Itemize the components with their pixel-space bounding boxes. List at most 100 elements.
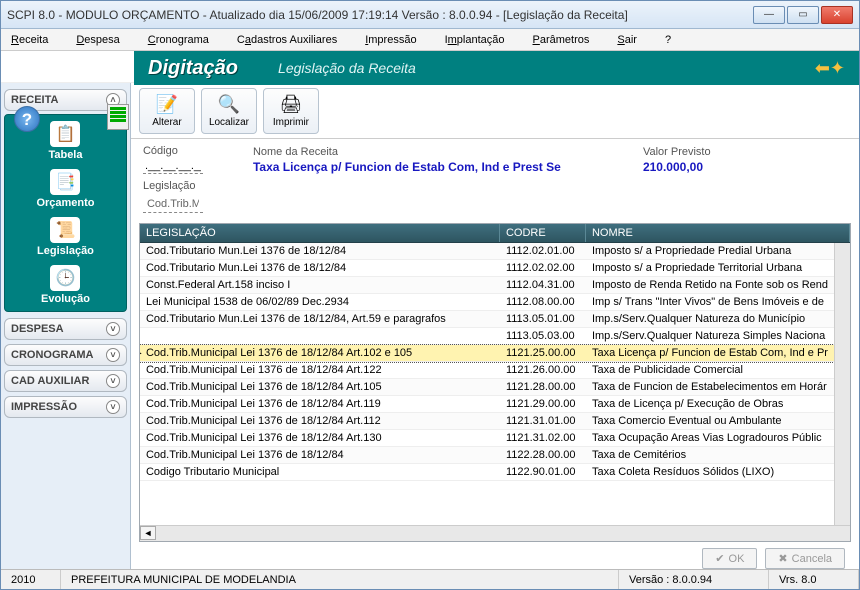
localizar-button[interactable]: 🔍 Localizar	[201, 88, 257, 134]
exit-icon[interactable]: ⬅✦	[815, 58, 845, 79]
table-row[interactable]: Cod.Trib.Municipal Lei 1376 de 18/12/84 …	[140, 379, 834, 396]
menu-cadastros[interactable]: Cadastros Auxiliares	[237, 34, 337, 46]
cell-nomre: Taxa Licença p/ Funcion de Estab Com, In…	[586, 347, 834, 359]
legislacao-label: Legislação	[143, 180, 847, 192]
nav-label: Legislação	[37, 245, 94, 257]
table-row[interactable]: 1113.05.03.00Imp.s/Serv.Qualquer Naturez…	[140, 328, 834, 345]
table-row[interactable]: Cod.Tributario Mun.Lei 1376 de 18/12/841…	[140, 260, 834, 277]
law-icon: 📜	[50, 217, 80, 243]
accordion-label: CAD AUXILIAR	[11, 375, 89, 387]
window-buttons: — ▭ ✕	[753, 6, 853, 24]
table-row[interactable]: Cod.Trib.Municipal Lei 1376 de 18/12/84 …	[140, 362, 834, 379]
cell-legislacao: Cod.Tributario Mun.Lei 1376 de 18/12/84	[140, 245, 500, 257]
clock-icon: 🕒	[50, 265, 80, 291]
menu-despesa[interactable]: Despesa	[76, 34, 119, 46]
close-button[interactable]: ✕	[821, 6, 853, 24]
cell-legislacao: Cod.Trib.Municipal Lei 1376 de 18/12/84 …	[140, 364, 500, 376]
nav-orcamento[interactable]: 📑 Orçamento	[36, 169, 94, 209]
legislacao-input[interactable]	[143, 196, 203, 213]
receita-panel: 📋 Tabela 📑 Orçamento 📜 Legislação 🕒 Evol…	[4, 114, 127, 312]
menu-impressao[interactable]: Impressão	[365, 34, 416, 46]
table-row[interactable]: Cod.Tributario Mun.Lei 1376 de 18/12/841…	[140, 243, 834, 260]
button-label: Localizar	[209, 117, 249, 128]
cell-codre: 1112.02.01.00	[500, 245, 586, 257]
cell-legislacao: Cod.Tributario Mun.Lei 1376 de 18/12/84,…	[140, 313, 500, 325]
cell-legislacao: Cod.Trib.Municipal Lei 1376 de 18/12/84	[140, 449, 500, 461]
maximize-button[interactable]: ▭	[787, 6, 819, 24]
col-legislacao[interactable]: LEGISLAÇÃO	[140, 224, 500, 242]
cell-legislacao: Cod.Trib.Municipal Lei 1376 de 18/12/84 …	[140, 432, 500, 444]
budget-icon: 📑	[50, 169, 80, 195]
scroll-left-icon[interactable]: ◄	[140, 526, 156, 540]
cell-nomre: Taxa de Funcion de Estabelecimentos em H…	[586, 381, 834, 393]
cell-nomre: Imp.s/Serv.Qualquer Natureza Simples Nac…	[586, 330, 834, 342]
table-row[interactable]: ▶Cod.Trib.Municipal Lei 1376 de 18/12/84…	[140, 345, 834, 362]
button-label: Cancela	[792, 553, 832, 565]
vertical-scrollbar[interactable]	[834, 243, 850, 525]
menubar: Receita Despesa Cronograma Cadastros Aux…	[1, 29, 859, 51]
nav-tabela[interactable]: 📋 Tabela	[48, 121, 82, 161]
horizontal-scrollbar[interactable]: ◄	[140, 525, 850, 541]
cell-legislacao: Cod.Trib.Municipal Lei 1376 de 18/12/84 …	[140, 347, 500, 359]
table-row[interactable]: Codigo Tributario Municipal1122.90.01.00…	[140, 464, 834, 481]
status-org: PREFEITURA MUNICIPAL DE MODELANDIA	[61, 570, 619, 589]
app-window: SCPI 8.0 - MODULO ORÇAMENTO - Atualizado…	[0, 0, 860, 590]
cell-codre: 1122.28.00.00	[500, 449, 586, 461]
nav-label: Orçamento	[36, 197, 94, 209]
cell-codre: 1121.25.00.00	[500, 347, 586, 359]
cell-nomre: Taxa de Licença p/ Execução de Obras	[586, 398, 834, 410]
accordion-despesa[interactable]: DESPESA ˅	[4, 318, 127, 340]
status-version: Versão : 8.0.0.94	[619, 570, 769, 589]
window-title: SCPI 8.0 - MODULO ORÇAMENTO - Atualizado…	[7, 8, 753, 22]
menu-parametros[interactable]: Parâmetros	[533, 34, 590, 46]
col-nomre[interactable]: NOMRE	[586, 224, 850, 242]
table-row[interactable]: Const.Federal Art.158 inciso I1112.04.31…	[140, 277, 834, 294]
cancel-button[interactable]: ✖ Cancela	[765, 548, 845, 569]
status-year: 2010	[1, 570, 61, 589]
accordion-cronograma[interactable]: CRONOGRAMA ˅	[4, 344, 127, 366]
nome-label: Nome da Receita	[253, 146, 613, 158]
chevron-down-icon: ˅	[106, 400, 120, 414]
help-icon[interactable]: ?	[14, 106, 40, 132]
statusbar: 2010 PREFEITURA MUNICIPAL DE MODELANDIA …	[1, 569, 859, 589]
cell-codre: 1112.02.02.00	[500, 262, 586, 274]
alterar-button[interactable]: 📝 Alterar	[139, 88, 195, 134]
cell-codre: 1121.29.00.00	[500, 398, 586, 410]
banner: Digitação Legislação da Receita ⬅✦	[134, 51, 859, 85]
col-codre[interactable]: CODRE	[500, 224, 586, 242]
calculator-icon[interactable]	[107, 104, 129, 130]
cell-nomre: Imposto s/ a Propriedade Territorial Urb…	[586, 262, 834, 274]
codigo-input[interactable]	[143, 159, 203, 174]
search-icon: 🔍	[218, 94, 240, 115]
table-row[interactable]: Cod.Tributario Mun.Lei 1376 de 18/12/84,…	[140, 311, 834, 328]
menu-help[interactable]: ?	[665, 34, 671, 46]
cell-legislacao: Codigo Tributario Municipal	[140, 466, 500, 478]
table-icon: 📋	[50, 121, 80, 147]
accordion-cad-auxiliar[interactable]: CAD AUXILIAR ˅	[4, 370, 127, 392]
accordion-label: RECEITA	[11, 94, 58, 106]
menu-cronograma[interactable]: Cronograma	[148, 34, 209, 46]
table-row[interactable]: Lei Municipal 1538 de 06/02/89 Dec.29341…	[140, 294, 834, 311]
minimize-button[interactable]: —	[753, 6, 785, 24]
menu-receita[interactable]: Receita	[11, 34, 48, 46]
cell-codre: 1122.90.01.00	[500, 466, 586, 478]
grid-body[interactable]: Cod.Tributario Mun.Lei 1376 de 18/12/841…	[140, 243, 834, 525]
nav-evolucao[interactable]: 🕒 Evolução	[41, 265, 90, 305]
ok-button[interactable]: ✔ OK	[702, 548, 757, 569]
cell-codre: 1112.08.00.00	[500, 296, 586, 308]
nav-legislacao[interactable]: 📜 Legislação	[37, 217, 94, 257]
table-row[interactable]: Cod.Trib.Municipal Lei 1376 de 18/12/841…	[140, 447, 834, 464]
table-row[interactable]: Cod.Trib.Municipal Lei 1376 de 18/12/84 …	[140, 413, 834, 430]
cell-nomre: Taxa Comercio Eventual ou Ambulante	[586, 415, 834, 427]
table-row[interactable]: Cod.Trib.Municipal Lei 1376 de 18/12/84 …	[140, 430, 834, 447]
imprimir-button[interactable]: 🖨 Imprimir	[263, 88, 319, 134]
menu-sair[interactable]: Sair	[617, 34, 637, 46]
cell-nomre: Taxa Coleta Resíduos Sólidos (LIXO)	[586, 466, 834, 478]
status-vrs: Vrs. 8.0	[769, 570, 859, 589]
print-icon: 🖨	[280, 94, 303, 115]
cancel-icon: ✖	[778, 552, 787, 565]
table-row[interactable]: Cod.Trib.Municipal Lei 1376 de 18/12/84 …	[140, 396, 834, 413]
menu-implantacao[interactable]: Implantação	[445, 34, 505, 46]
accordion-impressao[interactable]: IMPRESSÃO ˅	[4, 396, 127, 418]
cell-codre: 1113.05.01.00	[500, 313, 586, 325]
